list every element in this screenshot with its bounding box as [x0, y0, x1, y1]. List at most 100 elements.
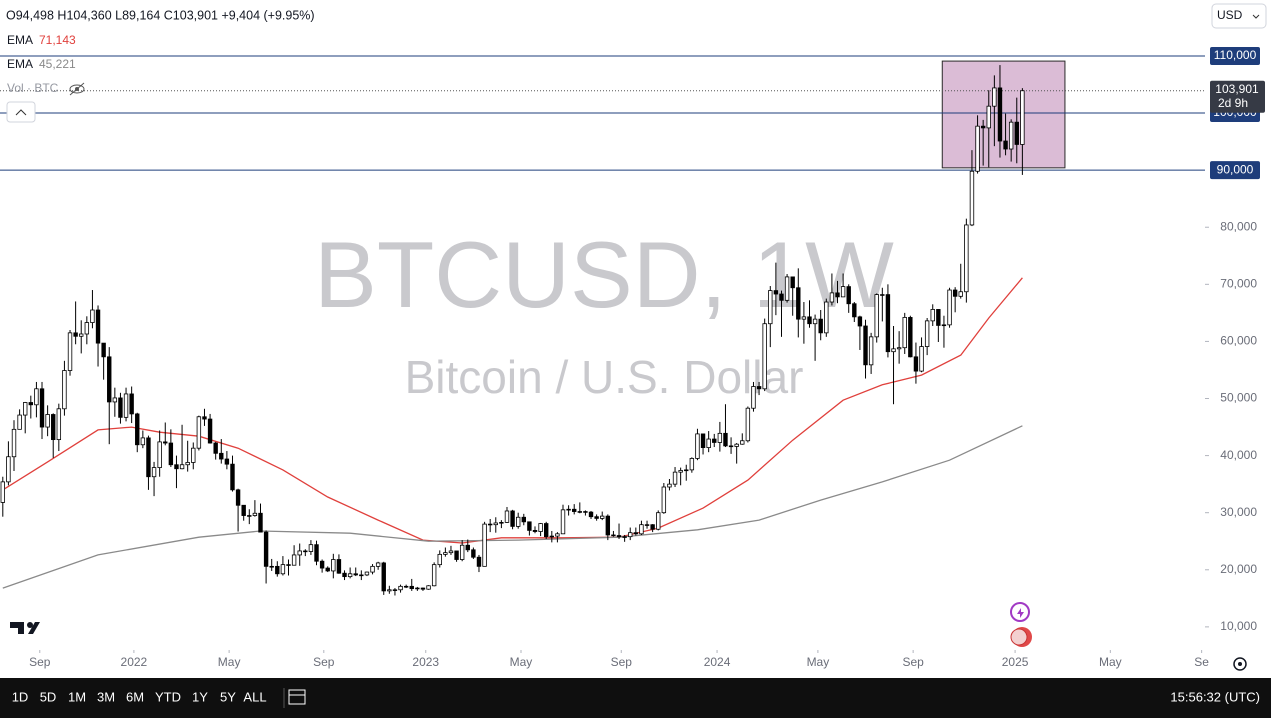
candle — [902, 312, 907, 354]
currency-label[interactable]: USD — [1217, 8, 1243, 22]
range-button[interactable]: 1Y — [192, 689, 208, 704]
candle-body — [465, 544, 470, 551]
candle-body — [67, 332, 73, 371]
candle — [415, 586, 420, 591]
candle — [291, 545, 297, 566]
candle — [409, 578, 414, 591]
candle — [34, 381, 39, 418]
candle — [17, 409, 22, 430]
range-button[interactable]: 6M — [126, 689, 144, 704]
range-button[interactable]: 1M — [68, 689, 86, 704]
candle — [1014, 97, 1019, 164]
candle-body — [857, 316, 863, 327]
candle — [482, 521, 487, 567]
candle-body — [790, 276, 795, 289]
candle — [73, 301, 78, 345]
candle — [936, 309, 941, 342]
candle — [829, 273, 835, 306]
x-tick-label: Sep — [902, 655, 924, 669]
candle-body — [521, 516, 526, 523]
candle — [924, 318, 930, 356]
candle-body — [73, 332, 78, 337]
range-button[interactable]: 3M — [97, 689, 115, 704]
candle — [605, 514, 611, 541]
candle-body — [426, 585, 431, 590]
eye-icon[interactable] — [69, 82, 85, 96]
ema-legend-value: 45,221 — [39, 57, 76, 71]
candle — [297, 543, 302, 566]
candle-body — [740, 440, 745, 445]
range-button[interactable]: ALL — [243, 689, 266, 704]
candle-body — [174, 464, 179, 470]
candle-body — [207, 418, 213, 444]
candle-body — [840, 286, 846, 298]
candle — [577, 502, 583, 514]
range-button[interactable]: 5Y — [220, 689, 236, 704]
candle — [773, 262, 779, 316]
candle — [224, 451, 230, 470]
candle-body — [796, 287, 801, 320]
candle-body — [527, 521, 532, 531]
range-button[interactable]: 5D — [40, 689, 57, 704]
candle — [891, 325, 896, 405]
date-range-icon[interactable] — [283, 688, 306, 708]
x-tick-label: May — [510, 655, 533, 669]
candle-body — [437, 553, 442, 566]
range-button[interactable]: 1D — [12, 689, 29, 704]
candle-body — [196, 416, 202, 449]
candle-body — [420, 587, 426, 590]
candle-body — [510, 510, 515, 527]
y-tick-label: 40,000 — [1220, 448, 1257, 462]
candle-body — [269, 565, 274, 568]
candle — [62, 360, 67, 416]
candle-body — [112, 397, 118, 403]
collapse-button[interactable] — [6, 101, 36, 123]
candle-body — [600, 515, 605, 519]
candle — [728, 437, 734, 454]
candle — [975, 115, 980, 174]
candle-body — [504, 510, 510, 523]
range-button[interactable]: YTD — [155, 689, 181, 704]
candle-body — [633, 532, 639, 535]
candle-body — [723, 432, 728, 447]
candle — [140, 430, 146, 449]
candle-body — [784, 276, 790, 301]
candle-body — [84, 322, 90, 335]
price-tag — [1210, 46, 1260, 65]
candle-body — [118, 397, 123, 418]
candle-body — [359, 574, 364, 577]
candle — [454, 550, 459, 562]
event-icons[interactable] — [1010, 602, 1032, 647]
candle-body — [936, 309, 941, 326]
candle — [566, 505, 571, 516]
candle-body — [381, 562, 386, 592]
candle-body — [773, 290, 779, 295]
candle — [947, 287, 952, 328]
candle-body — [129, 393, 134, 415]
candle — [135, 412, 140, 453]
candle — [465, 539, 470, 553]
candle — [314, 540, 319, 566]
candle-body — [908, 317, 913, 358]
candle-body — [650, 524, 655, 530]
countdown: 2d 9h — [1218, 96, 1248, 110]
candle — [790, 276, 795, 316]
candle — [667, 479, 672, 491]
candle — [812, 314, 818, 361]
candle-body — [6, 456, 11, 483]
candle — [908, 315, 913, 358]
candle — [443, 547, 448, 557]
candle — [459, 540, 465, 562]
settings-icon[interactable] — [1233, 657, 1247, 671]
candle-body — [448, 550, 454, 554]
candle-body — [185, 462, 190, 466]
currency-button[interactable] — [1211, 3, 1267, 29]
candle — [583, 510, 588, 516]
x-tick-label: Se — [1194, 655, 1209, 669]
candle-body — [487, 523, 493, 526]
candle-body — [347, 573, 353, 578]
candle — [594, 514, 599, 521]
candle — [818, 310, 823, 341]
candle-body — [34, 388, 39, 406]
candle-body — [689, 458, 695, 471]
